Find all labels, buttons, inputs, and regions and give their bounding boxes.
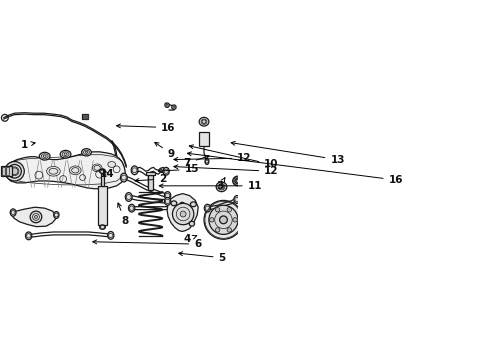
Text: 12: 12 xyxy=(174,165,279,176)
Bar xyxy=(148,175,153,190)
Circle shape xyxy=(236,179,241,183)
Ellipse shape xyxy=(234,195,240,203)
Ellipse shape xyxy=(128,204,135,212)
Text: 6: 6 xyxy=(93,239,201,249)
Circle shape xyxy=(227,228,231,232)
Text: 16: 16 xyxy=(188,152,403,185)
Ellipse shape xyxy=(10,167,19,176)
Circle shape xyxy=(216,208,220,212)
Circle shape xyxy=(204,201,243,239)
Bar xyxy=(98,186,107,225)
Bar xyxy=(83,114,84,119)
Bar xyxy=(146,172,155,175)
Bar xyxy=(87,114,88,119)
Circle shape xyxy=(233,218,237,222)
Bar xyxy=(2,167,5,175)
Circle shape xyxy=(210,218,214,222)
Circle shape xyxy=(220,216,227,224)
Ellipse shape xyxy=(191,202,196,207)
Circle shape xyxy=(172,105,176,109)
Ellipse shape xyxy=(85,151,88,153)
Text: 10: 10 xyxy=(189,145,279,170)
Text: 16: 16 xyxy=(117,122,176,132)
Ellipse shape xyxy=(92,164,102,172)
Text: 5: 5 xyxy=(179,252,226,263)
Ellipse shape xyxy=(233,176,244,186)
Bar xyxy=(6,167,9,175)
Text: 15: 15 xyxy=(158,164,199,174)
Ellipse shape xyxy=(82,149,91,156)
Ellipse shape xyxy=(205,159,209,165)
Ellipse shape xyxy=(5,162,24,181)
Ellipse shape xyxy=(163,167,169,175)
Bar xyxy=(1,166,12,176)
Bar xyxy=(100,174,104,186)
Ellipse shape xyxy=(60,150,71,158)
Ellipse shape xyxy=(216,182,227,192)
Ellipse shape xyxy=(189,221,195,226)
Text: 13: 13 xyxy=(231,141,345,165)
Circle shape xyxy=(172,203,194,225)
Circle shape xyxy=(202,120,206,123)
Ellipse shape xyxy=(199,117,209,126)
Circle shape xyxy=(34,216,37,219)
Ellipse shape xyxy=(108,231,114,239)
Polygon shape xyxy=(5,152,125,189)
Ellipse shape xyxy=(39,152,50,160)
Ellipse shape xyxy=(131,166,138,175)
Bar xyxy=(82,114,88,119)
Bar xyxy=(85,114,86,119)
Polygon shape xyxy=(11,207,57,227)
Text: 8: 8 xyxy=(118,203,129,226)
Circle shape xyxy=(30,211,42,223)
Text: 7: 7 xyxy=(184,155,209,168)
Ellipse shape xyxy=(54,212,59,219)
Text: 9: 9 xyxy=(155,142,175,159)
Ellipse shape xyxy=(99,225,105,229)
Circle shape xyxy=(216,228,220,232)
Ellipse shape xyxy=(108,162,116,167)
Text: 4: 4 xyxy=(184,234,196,244)
Ellipse shape xyxy=(125,193,132,201)
Circle shape xyxy=(165,103,169,107)
Ellipse shape xyxy=(99,169,105,174)
Circle shape xyxy=(180,211,186,217)
Ellipse shape xyxy=(204,204,211,212)
Circle shape xyxy=(209,205,238,234)
Text: 11: 11 xyxy=(159,181,262,191)
Ellipse shape xyxy=(43,155,46,157)
Ellipse shape xyxy=(165,198,171,205)
Ellipse shape xyxy=(10,209,16,216)
Ellipse shape xyxy=(25,232,32,240)
Circle shape xyxy=(219,184,224,189)
Polygon shape xyxy=(167,194,198,231)
Text: 2: 2 xyxy=(135,174,167,184)
Ellipse shape xyxy=(64,153,67,156)
Text: 14: 14 xyxy=(99,169,114,179)
Text: 3: 3 xyxy=(216,178,225,191)
Ellipse shape xyxy=(47,166,60,176)
Ellipse shape xyxy=(121,173,127,182)
Ellipse shape xyxy=(70,166,81,175)
Ellipse shape xyxy=(171,201,177,206)
Circle shape xyxy=(227,208,231,212)
Ellipse shape xyxy=(179,202,185,210)
Text: 1: 1 xyxy=(21,140,35,150)
Ellipse shape xyxy=(165,192,171,199)
Text: 12: 12 xyxy=(174,153,251,163)
Bar xyxy=(199,132,209,146)
